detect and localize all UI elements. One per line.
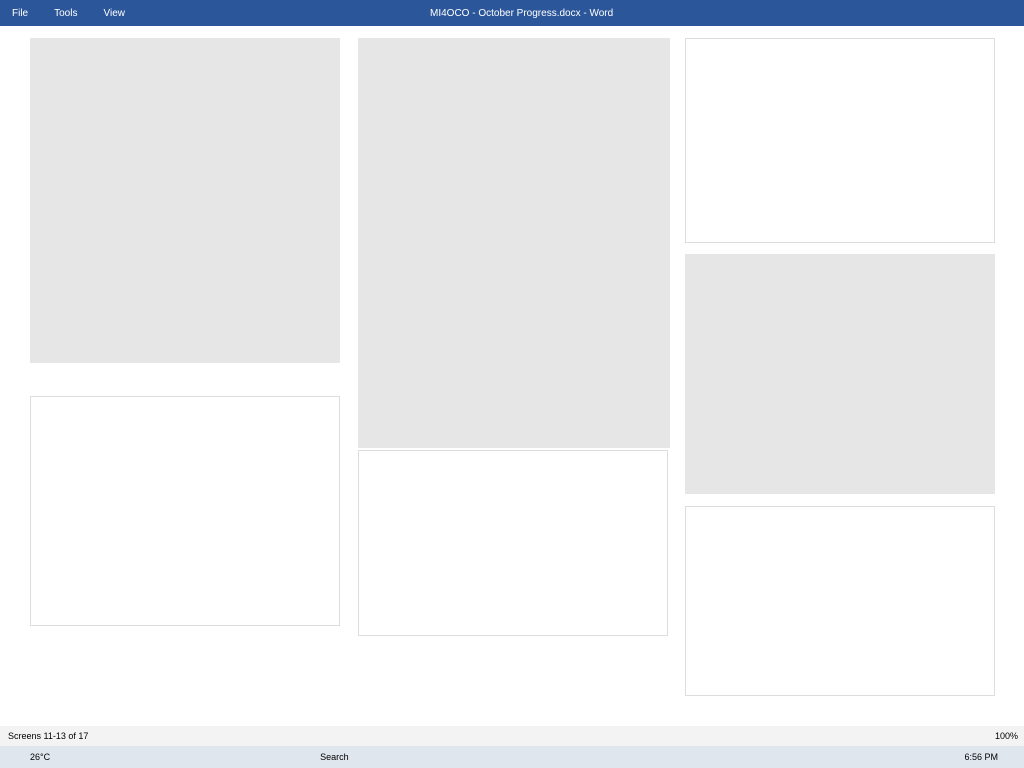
table-placeholder	[30, 158, 340, 363]
taskbar: 26°C Search 6:56 PM	[0, 746, 1024, 768]
search-box[interactable]: Search	[320, 752, 349, 762]
chart-placeholder-hamming	[358, 450, 668, 636]
chart-placeholder-jaccard	[685, 38, 995, 243]
menu-file[interactable]: File	[12, 7, 29, 19]
zoom-label: 100%	[994, 731, 1018, 741]
text-block-right	[685, 254, 995, 494]
status-screens: Screens 11-13 of 17	[8, 731, 89, 741]
temperature: 26°C	[30, 752, 51, 762]
window-title: MI4OCO - October Progress.docx - Word	[430, 7, 614, 19]
menu-tools[interactable]: Tools	[54, 7, 78, 19]
text-block-left	[30, 38, 340, 158]
chart-placeholder-accuracy	[30, 396, 340, 626]
document-page	[0, 26, 1024, 726]
time: 6:56 PM	[964, 752, 998, 762]
menu-view[interactable]: View	[103, 7, 125, 19]
text-block-mid	[358, 38, 670, 448]
chart-placeholder-zero-one	[685, 506, 995, 696]
title-bar: File Tools View MI4OCO - October Progres…	[0, 0, 1024, 26]
status-bar: Screens 11-13 of 17 100%	[0, 726, 1024, 746]
